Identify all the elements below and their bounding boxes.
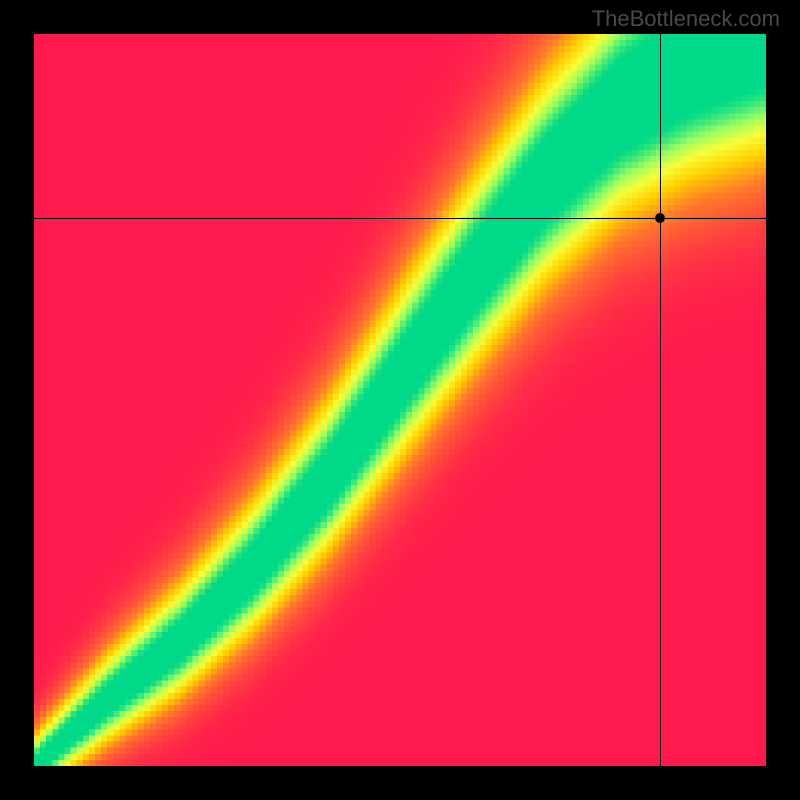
watermark-text: TheBottleneck.com [592, 6, 780, 32]
crosshair-marker [655, 213, 665, 223]
heatmap-plot [34, 34, 766, 766]
heatmap-canvas [34, 34, 766, 766]
crosshair-vertical [660, 34, 661, 766]
